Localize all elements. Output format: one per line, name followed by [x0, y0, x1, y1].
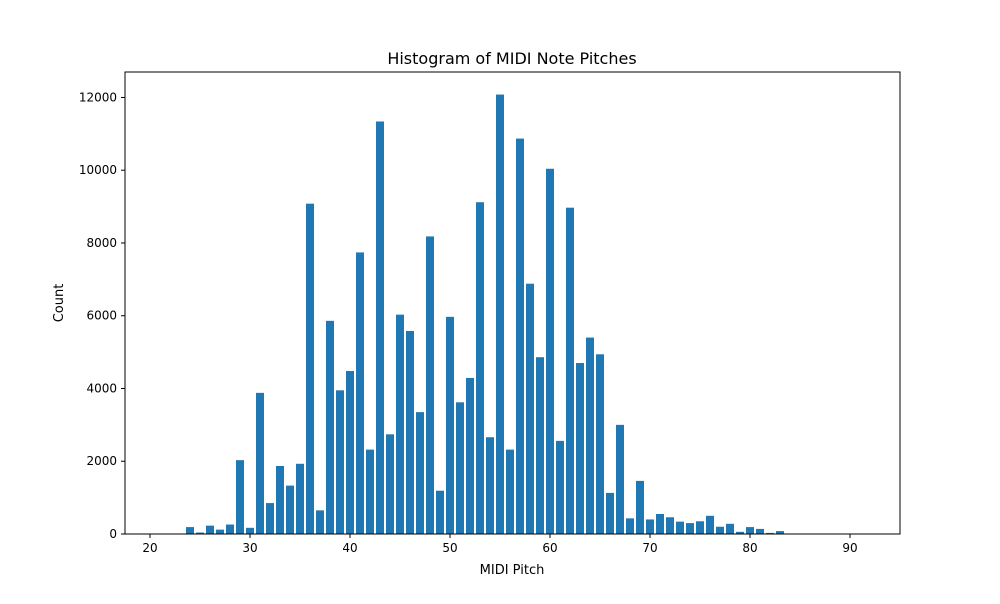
- bar-pitch-39: [336, 390, 344, 534]
- bar-pitch-60: [546, 168, 554, 534]
- bar-pitch-37: [316, 510, 324, 534]
- bar-pitch-50: [446, 316, 454, 534]
- bar-pitch-83: [776, 531, 784, 534]
- x-tick-label: 30: [242, 541, 257, 555]
- chart-title: Histogram of MIDI Note Pitches: [387, 49, 636, 68]
- bar-pitch-78: [726, 523, 734, 534]
- bar-pitch-73: [676, 521, 684, 534]
- bar-pitch-47: [416, 412, 424, 534]
- y-tick-label: 6000: [86, 309, 117, 323]
- bar-pitch-48: [426, 236, 434, 534]
- bar-pitch-24: [186, 527, 194, 534]
- bar-pitch-38: [326, 320, 334, 534]
- x-tick-label: 60: [542, 541, 557, 555]
- bar-pitch-66: [606, 492, 614, 534]
- y-tick-label: 2000: [86, 454, 117, 468]
- plot-frame: [124, 71, 901, 535]
- bar-pitch-71: [656, 513, 664, 534]
- bar-pitch-42: [366, 449, 374, 534]
- x-tick-label: 50: [442, 541, 457, 555]
- bar-pitch-28: [226, 524, 234, 534]
- bar-pitch-33: [276, 465, 284, 534]
- y-tick-label: 8000: [86, 236, 117, 250]
- bar-pitch-44: [386, 434, 394, 534]
- x-axis-ticks: 20 30 40 50 60 70 80 90: [142, 534, 858, 555]
- bar-pitch-31: [256, 392, 264, 534]
- bar-pitch-30: [246, 527, 254, 534]
- bar-pitch-64: [586, 337, 594, 534]
- bar-pitch-82: [766, 532, 774, 534]
- bar-pitch-70: [646, 519, 654, 534]
- y-axis-ticks: 0 2000 4000 6000 8000 10000 12000: [79, 90, 125, 541]
- bar-pitch-81: [756, 528, 764, 534]
- bar-pitch-34: [286, 485, 294, 534]
- x-axis-label: MIDI Pitch: [480, 563, 545, 578]
- bars-group: [186, 94, 784, 535]
- bar-pitch-72: [666, 517, 674, 534]
- bar-pitch-52: [466, 377, 474, 534]
- bar-pitch-46: [406, 331, 414, 534]
- bar-pitch-67: [616, 424, 624, 534]
- bar-pitch-58: [526, 283, 534, 534]
- x-tick-label: 70: [642, 541, 657, 555]
- bar-pitch-56: [506, 449, 514, 534]
- y-tick-label: 0: [109, 527, 117, 541]
- y-tick-label: 12000: [79, 90, 117, 104]
- bar-pitch-74: [686, 523, 694, 534]
- bar-pitch-43: [376, 121, 384, 535]
- bar-pitch-29: [236, 460, 244, 534]
- bar-pitch-65: [596, 354, 604, 534]
- bar-pitch-41: [356, 252, 364, 535]
- bar-pitch-61: [556, 440, 564, 534]
- x-tick-label: 80: [742, 541, 757, 555]
- bar-pitch-79: [736, 531, 744, 534]
- bar-pitch-25: [196, 532, 204, 534]
- bar-pitch-80: [746, 527, 754, 534]
- bar-pitch-32: [266, 503, 274, 534]
- bar-pitch-53: [476, 202, 484, 534]
- bar-pitch-77: [716, 526, 724, 534]
- bar-pitch-69: [636, 480, 644, 534]
- bar-pitch-57: [516, 138, 524, 534]
- bar-pitch-26: [206, 525, 214, 534]
- x-tick-label: 90: [842, 541, 857, 555]
- bar-pitch-55: [496, 94, 504, 535]
- bar-pitch-51: [456, 402, 464, 534]
- bar-pitch-76: [706, 515, 714, 534]
- y-tick-label: 10000: [79, 163, 117, 177]
- bar-pitch-49: [436, 490, 444, 534]
- bar-pitch-35: [296, 463, 304, 534]
- bar-pitch-68: [626, 518, 634, 534]
- bar-pitch-54: [486, 437, 494, 534]
- x-tick-label: 40: [342, 541, 357, 555]
- bar-pitch-75: [696, 521, 704, 534]
- x-tick-label: 20: [142, 541, 157, 555]
- bar-pitch-59: [536, 357, 544, 534]
- bar-pitch-62: [566, 207, 574, 534]
- bar-pitch-63: [576, 363, 584, 534]
- bar-pitch-45: [396, 314, 404, 534]
- y-axis-label: Count: [52, 284, 67, 323]
- bar-pitch-27: [216, 529, 224, 534]
- bar-pitch-36: [306, 203, 314, 535]
- bar-pitch-40: [346, 371, 354, 534]
- y-tick-label: 4000: [86, 381, 117, 395]
